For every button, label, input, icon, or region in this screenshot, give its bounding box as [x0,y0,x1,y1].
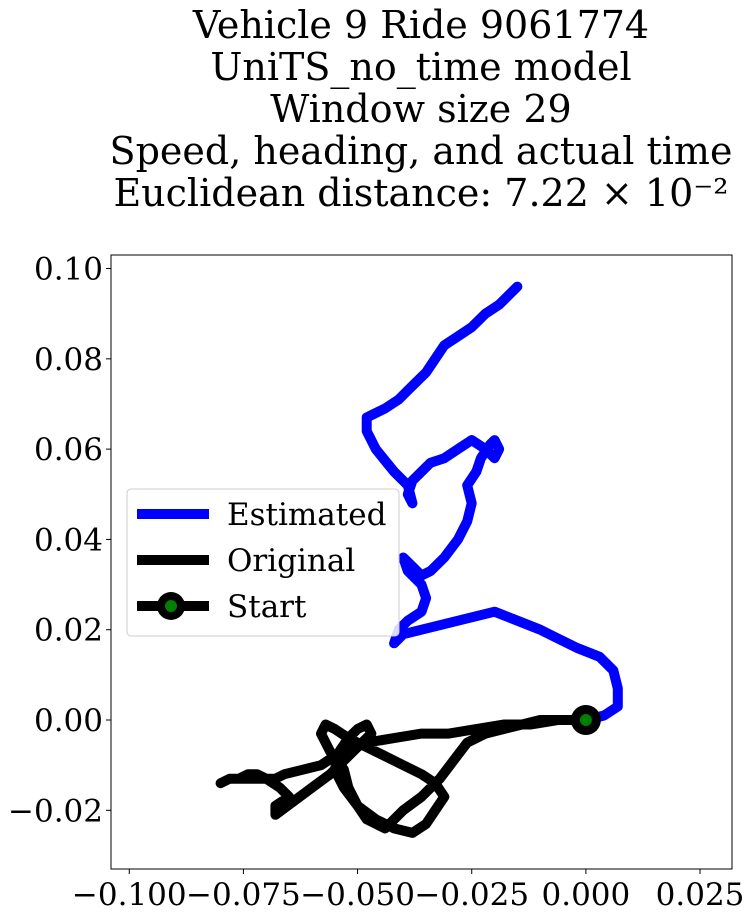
plot-marks [215,281,623,838]
legend-swatch-start-dot [165,600,177,612]
series-line-original [215,715,591,838]
y-tick-label: 0.04 [34,522,103,558]
y-tick-label: 0.10 [34,252,103,288]
title-line-4: Speed, heading, and actual time [110,129,733,173]
title-line-3: Window size 29 [270,87,571,131]
start-marker-center [579,714,592,727]
x-tick-label: 0.000 [542,877,631,913]
title-line-1: Vehicle 9 Ride 9061774 [192,3,649,47]
y-tick-label: 0.08 [34,342,103,378]
title-line-2: UniTS_no_time model [210,45,631,90]
legend: Estimated Original Start [126,488,400,637]
x-tick-label: −0.050 [300,877,415,913]
legend-label-start: Start [227,589,307,625]
legend-box [126,488,400,637]
plot-frame [110,254,733,870]
x-tick-label: −0.025 [414,877,529,913]
chart-title: Vehicle 9 Ride 9061774 UniTS_no_time mod… [110,3,733,215]
x-axis: −0.100 −0.075 −0.050 −0.025 0.000 0.025 [72,869,745,913]
legend-label-estimated: Estimated [227,497,386,533]
x-tick-label: 0.025 [656,877,745,913]
y-tick-label: 0.00 [34,703,103,739]
y-tick-label: 0.06 [34,432,103,468]
series-line-estimated [361,281,623,725]
x-tick-label: −0.075 [186,877,301,913]
legend-label-original: Original [227,543,355,579]
y-axis: −0.02 0.00 0.02 0.04 0.06 0.08 0.10 [8,252,111,829]
y-tick-label: −0.02 [8,793,103,829]
title-line-5: Euclidean distance: 7.22 × 10⁻² [113,171,728,215]
y-tick-label: 0.02 [34,613,103,649]
x-tick-label: −0.100 [72,877,187,913]
